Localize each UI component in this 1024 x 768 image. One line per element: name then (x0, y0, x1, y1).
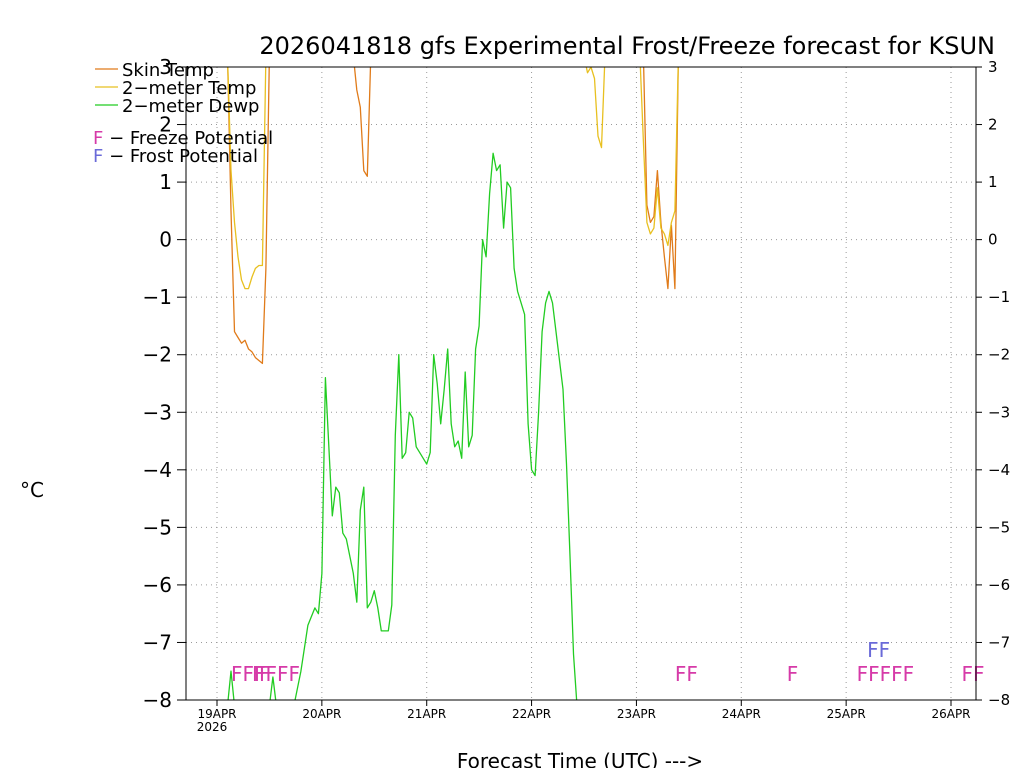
y-tick-label-right: −5 (988, 518, 1010, 536)
series-2-meter-dewp (227, 152, 578, 700)
y-tick-label-left: −3 (143, 400, 172, 424)
series-segment (227, 670, 235, 700)
y-tick-label-left: −1 (143, 285, 172, 309)
series-skin-temp (227, 67, 679, 365)
x-tick-label: 25APR (827, 707, 866, 721)
potential-legend-entry: F − Frost Potential (93, 146, 258, 167)
legend-label: Skin Temp (122, 60, 214, 81)
series-segment (227, 67, 270, 365)
freeze-potential-marker: F (787, 662, 799, 686)
y-tick-label-left: 2 (159, 113, 172, 137)
legend-label: 2−meter Dewp (122, 96, 259, 117)
y-tick-label-right: −6 (988, 576, 1010, 594)
series-2-meter-temp (227, 67, 679, 290)
grid-lines (186, 66, 976, 701)
y-axis-left-ticks: 3 2 1 0 −1 −2 −3 −4 −5 −6 −7 −8 (143, 55, 186, 712)
y-tick-label-right: −7 (988, 633, 1010, 651)
x-tick-label: 23APR (617, 707, 656, 721)
y-tick-label-left: 3 (159, 55, 172, 79)
y-tick-label-right: −4 (988, 461, 1010, 479)
y-tick-label-left: −5 (143, 515, 172, 539)
y-tick-label-right: −8 (988, 691, 1010, 709)
series-segment (639, 67, 679, 247)
y-tick-label-left: −2 (143, 343, 172, 367)
y-tick-label-right: 1 (988, 173, 998, 191)
x-tick-label: 24APR (722, 707, 761, 721)
series-segment (643, 67, 679, 290)
freeze-potential-marker: FF (675, 662, 698, 686)
y-tick-label-left: −7 (143, 630, 172, 654)
x-tick-label: 26APR (931, 707, 970, 721)
plot-frame (185, 66, 977, 701)
y-tick-label-left: 0 (159, 228, 172, 252)
chart-title: 2026041818 gfs Experimental Frost/Freeze… (259, 32, 995, 60)
freeze-potential-marker: F (259, 662, 271, 686)
x-tick-label: 22APR (512, 707, 551, 721)
y-tick-label-right: 3 (988, 58, 998, 76)
y-tick-label-left: −4 (143, 458, 172, 482)
series-segment (353, 67, 372, 177)
x-axis-label: Forecast Time (UTC) ---> (457, 749, 703, 768)
y-tick-label-right: −1 (988, 288, 1010, 306)
freeze-potential-marker: FF (961, 662, 984, 686)
y-axis-right-ticks: 3 2 1 0 −1 −2 −3 −4 −5 −6 −7 −8 (976, 58, 1010, 709)
x-tick-label: 20APR (302, 707, 341, 721)
y-tick-label-right: −2 (988, 346, 1010, 364)
y-tick-label-left: −8 (143, 688, 172, 712)
series-segment (585, 67, 606, 149)
freeze-potential-marker: FFFFFF (231, 662, 300, 686)
series-segment (227, 67, 267, 290)
frost-potential-marker: FF (867, 638, 890, 662)
x-tick-label: 19APR (197, 707, 236, 721)
y-tick-label-left: −6 (143, 573, 172, 597)
series-segment (269, 676, 277, 700)
y-tick-label-right: −3 (988, 403, 1010, 421)
freeze-potential-marker: F (252, 662, 264, 686)
y-tick-label-left: 1 (159, 170, 172, 194)
y-tick-label-right: 0 (988, 231, 998, 249)
y-tick-label-right: 2 (988, 116, 998, 134)
x-tick-label: 21APR (407, 707, 446, 721)
series-lines (227, 67, 679, 700)
legend-label: 2−meter Temp (122, 78, 256, 99)
x-tick-sublabel: 2026 (197, 720, 228, 734)
potential-legend-entry: F − Freeze Potential (93, 128, 273, 149)
y-axis-label: °C (20, 478, 44, 502)
freeze-potential-marker: FFFFF (857, 662, 915, 686)
series-segment (294, 152, 578, 700)
